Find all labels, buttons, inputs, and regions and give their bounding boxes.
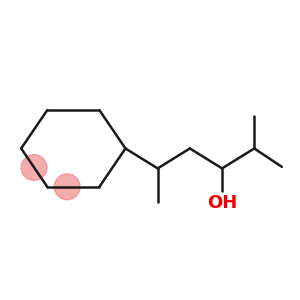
- Circle shape: [54, 174, 80, 200]
- Text: OH: OH: [207, 194, 237, 212]
- Circle shape: [21, 154, 47, 180]
